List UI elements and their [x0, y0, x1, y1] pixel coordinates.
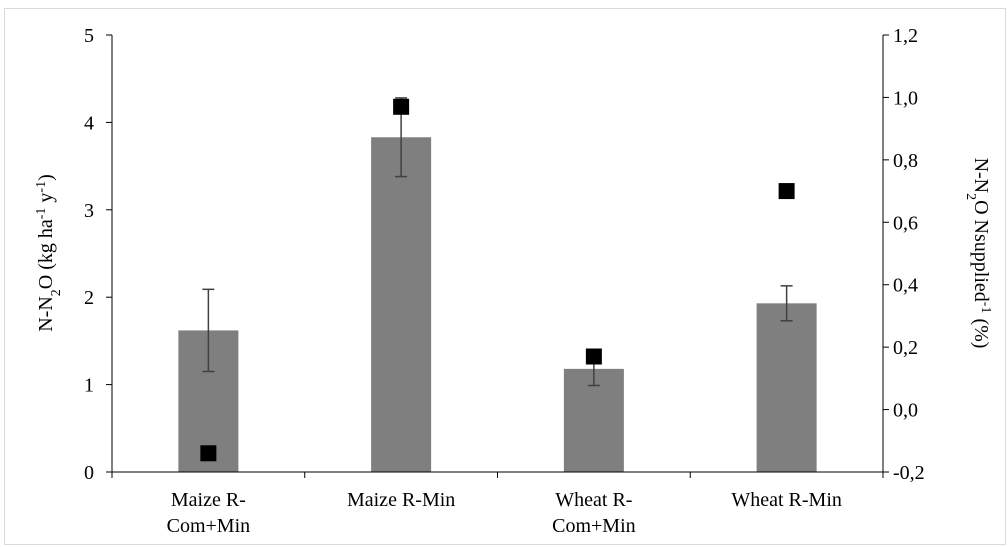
- marker-2: [585, 348, 602, 365]
- category-label-line: Com+Min: [552, 515, 636, 537]
- right-tick-label-0: -0,2: [893, 462, 925, 484]
- y-axis-right-title: N-N2O Nsupplied-1 (%): [964, 158, 994, 349]
- markers-layer: [200, 98, 795, 462]
- category-label-1: Maize R-Min: [347, 489, 455, 511]
- category-label-2: Wheat R- Com+Min: [552, 489, 636, 537]
- right-tick-label-3: 0,4: [893, 275, 918, 297]
- left-tick-label-4: 4: [84, 112, 94, 134]
- left-tick-label-2: 2: [84, 287, 94, 309]
- category-labels: Maize R- Com+Min Maize R-Min Wheat R- Com+Mi…: [167, 489, 842, 537]
- left-tick-label-3: 3: [84, 200, 94, 222]
- category-label-line: Maize R-: [171, 489, 246, 511]
- category-label-line: Wheat R-: [555, 489, 632, 511]
- category-label-3: Wheat R-Min: [731, 489, 842, 511]
- category-label-line: Maize R-Min: [347, 489, 455, 511]
- marker-1: [393, 98, 410, 115]
- right-tick-label-7: 1,2: [893, 25, 918, 47]
- bar-1: [371, 137, 432, 472]
- y-axis-left-title: N-N2O (kg ha-1 y-1): [34, 174, 64, 332]
- chart-frame: [4, 8, 1006, 545]
- category-label-0: Maize R- Com+Min: [167, 489, 251, 537]
- right-tick-label-2: 0,2: [893, 337, 918, 359]
- right-tick-label-5: 0,8: [893, 150, 918, 172]
- bar-3: [756, 303, 817, 472]
- category-label-line: Wheat R-Min: [731, 489, 842, 511]
- axes-layer: [106, 34, 889, 478]
- left-tick-label-0: 0: [84, 462, 94, 484]
- left-tick-label-5: 5: [84, 25, 94, 47]
- marker-3: [778, 183, 795, 200]
- left-tick-labels: 0 1 2 3 4 5: [84, 25, 94, 484]
- error-bars-layer: [202, 97, 793, 387]
- left-tick-label-1: 1: [84, 375, 94, 397]
- right-tick-labels: -0,2 0,0 0,2 0,4 0,6 0,8 1,0 1,2: [893, 25, 925, 484]
- right-tick-label-6: 1,0: [893, 87, 918, 109]
- right-tick-label-4: 0,6: [893, 212, 918, 234]
- marker-0: [200, 445, 217, 462]
- bars-layer: [178, 137, 817, 472]
- right-tick-label-1: 0,0: [893, 400, 918, 422]
- category-label-line: Com+Min: [167, 515, 251, 537]
